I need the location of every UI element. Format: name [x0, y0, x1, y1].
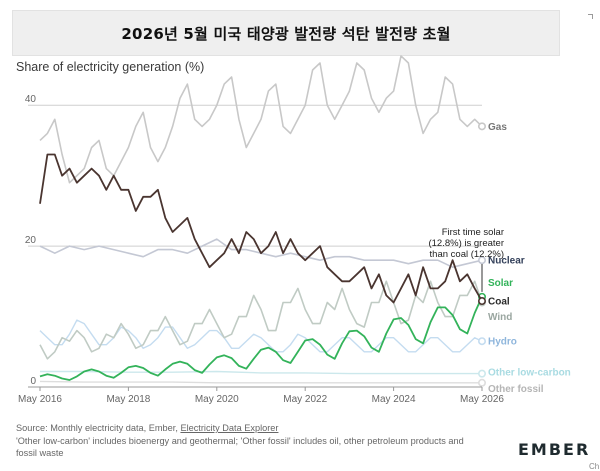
series-line-other_low_carbon: [40, 370, 482, 375]
annotation-line: than coal (12.2%): [430, 249, 504, 260]
series-line-solar: [39, 296, 483, 381]
footnote-1: 'Other low-carbon' includes bioenergy an…: [16, 435, 464, 446]
series-label-gas: Gas: [488, 122, 507, 133]
series-end-marker-gas: [477, 122, 486, 131]
series-label-solar: Solar: [488, 278, 513, 289]
y-axis-label: Share of electricity generation (%): [16, 60, 205, 74]
series-line-wind: [39, 280, 483, 360]
x-tick-label: May 2026: [460, 394, 504, 405]
series-line-hydro: [39, 319, 483, 353]
series-end-marker-other_low_carbon: [477, 369, 486, 378]
x-tick-label: May 2024: [372, 394, 416, 405]
x-tick-label: May 2018: [106, 394, 150, 405]
chart-title: 2026년 5월 미국 태양광 발전량 석탄 발전량 초월: [121, 24, 451, 43]
series-label-coal: Coal: [488, 297, 510, 308]
x-tick-label: May 2020: [195, 394, 239, 405]
chart-title-banner: 2026년 5월 미국 태양광 발전량 석탄 발전량 초월: [12, 10, 560, 56]
series-labels: Gas Coal Nuclear Wind Solar Hydro Other low-ca…: [488, 122, 571, 395]
source-text: Source: Monthly electricity data, Ember,: [16, 423, 181, 433]
series-end-marker-other_fossil: [477, 378, 486, 387]
series-label-nuclear: Nuclear: [488, 256, 525, 267]
line-chart: 0 20 40 May 2016 May 2018 May 2020 May 2022 May…: [18, 55, 571, 405]
annotation-line: (12.8%) is greater: [428, 238, 504, 249]
series-label-other_fossil: Other fossil: [488, 384, 544, 395]
scroll-corner-mark: [588, 14, 593, 19]
x-tick-label: May 2016: [18, 394, 62, 405]
axes: 0 20 40 May 2016 May 2018 May 2020 May 2022 May…: [18, 94, 504, 405]
series-lines: [39, 55, 486, 387]
series-end-marker-nuclear: [477, 256, 486, 265]
y-tick-label: 0: [30, 376, 36, 387]
y-tick-label: 40: [25, 94, 37, 105]
footnote-2: fossil waste: [16, 448, 64, 459]
ember-logo: EMBER: [518, 440, 591, 459]
series-end-marker-coal: [477, 297, 486, 306]
source-note: Source: Monthly electricity data, Ember,…: [16, 422, 496, 460]
annotation-line: First time solar: [442, 227, 504, 238]
series-label-hydro: Hydro: [488, 337, 517, 348]
series-label-other_low_carbon: Other low-carbon: [488, 368, 571, 379]
series-line-coal: [39, 153, 483, 304]
y-tick-label: 20: [25, 235, 37, 246]
edge-mark: Ch: [589, 462, 600, 471]
series-line-gas: [39, 55, 483, 184]
source-link[interactable]: Electricity Data Explorer: [180, 423, 279, 433]
series-line-other_fossil: [39, 380, 482, 384]
x-tick-label: May 2022: [283, 394, 327, 405]
source-line: Source: Monthly electricity data, Ember,…: [16, 422, 496, 435]
series-end-marker-hydro: [477, 337, 486, 346]
series-label-wind: Wind: [488, 312, 512, 323]
